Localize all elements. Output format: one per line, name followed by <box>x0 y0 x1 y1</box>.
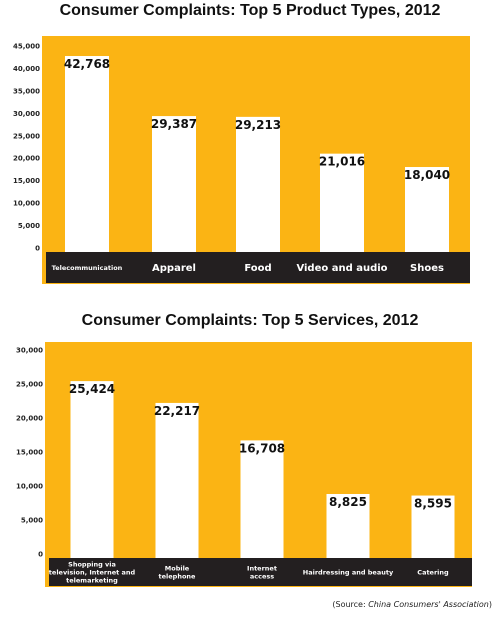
chart-2-data-label: 8,825 <box>329 495 367 509</box>
chart-1-bar <box>152 116 196 252</box>
chart-2-ytick-label: 0 <box>38 551 43 559</box>
chart-2-category-strip <box>49 558 472 586</box>
source-note: (Source: China Consumers' Association) <box>332 600 492 609</box>
chart-2-category-label: Shopping via television, Internet and tele… <box>49 560 136 584</box>
chart-1-ytick-label: 35,000 <box>13 87 40 95</box>
chart-1-category-label: Food <box>244 263 271 274</box>
chart-1-ytick-label: 40,000 <box>13 65 40 73</box>
chart-1-category-label: Telecommunication <box>52 264 123 272</box>
chart-1-bar <box>65 56 109 253</box>
chart-1-data-label: 42,768 <box>64 57 110 71</box>
chart-1-data-label: 29,387 <box>151 117 197 131</box>
chart-2-services: 0 5,000 10,000 15,000 20,000 25,000 30,000 25,4… <box>16 342 472 587</box>
chart-1-title: Consumer Complaints: Top 5 Product Types… <box>59 2 441 19</box>
chart-2-category-label: Catering <box>417 568 449 576</box>
chart-2-ytick-label: 5,000 <box>21 517 43 525</box>
chart-1-ytick-label: 0 <box>35 245 40 253</box>
chart-2-data-label: 8,595 <box>414 497 452 511</box>
chart-2-ytick-label: 30,000 <box>16 347 43 355</box>
chart-1-ytick-label: 10,000 <box>13 200 40 208</box>
chart-2-data-label: 25,424 <box>69 382 115 396</box>
chart-2-title: Consumer Complaints: Top 5 Services, 201… <box>81 312 419 329</box>
chart-1-ytick-label: 20,000 <box>13 155 40 163</box>
chart-2-ytick-label: 20,000 <box>16 415 43 423</box>
chart-1-bar <box>320 153 364 252</box>
source-name: China Consumers' Association <box>368 600 489 609</box>
chart-1-data-label: 21,016 <box>319 155 365 169</box>
chart-1-data-label: 18,040 <box>404 168 450 182</box>
chart-1-ytick-label: 25,000 <box>13 132 40 140</box>
chart-2-category-label: Mobile telephone <box>159 564 197 580</box>
source-prefix: (Source: <box>332 600 369 609</box>
chart-2-bar <box>155 402 199 558</box>
chart-2-bar <box>326 493 370 558</box>
chart-2-bar <box>240 440 284 558</box>
chart-2-data-label: 16,708 <box>239 441 285 455</box>
chart-1-bar <box>236 116 280 252</box>
chart-1-category-strip <box>46 252 470 283</box>
chart-2-category-label: Internet access <box>247 564 277 580</box>
chart-1-ytick-label: 15,000 <box>13 177 40 185</box>
chart-2-ytick-label: 25,000 <box>16 381 43 389</box>
chart-2-category-label: Hairdressing and beauty <box>303 568 394 576</box>
chart-2-data-label: 22,217 <box>154 404 200 418</box>
chart-1-data-label: 29,213 <box>235 118 281 132</box>
chart-1-bar <box>405 167 449 252</box>
chart-1-category-label: Apparel <box>152 263 196 274</box>
chart-2-ytick-label: 10,000 <box>16 483 43 491</box>
chart-1-ytick-label: 30,000 <box>13 110 40 118</box>
chart-1-category-label: Shoes <box>410 263 444 274</box>
chart-2-ytick-label: 15,000 <box>16 449 43 457</box>
chart-2-bar <box>70 381 114 558</box>
chart-2-bar <box>411 495 455 558</box>
chart-1-ytick-label: 45,000 <box>13 43 40 51</box>
chart-1-category-label: Video and audio <box>296 263 387 274</box>
chart-1-ytick-label: 5,000 <box>18 222 40 230</box>
chart-1-product-types: 0 5,000 10,000 15,000 20,000 25,000 30,000 35,0… <box>13 36 470 284</box>
source-suffix: ) <box>488 600 492 609</box>
